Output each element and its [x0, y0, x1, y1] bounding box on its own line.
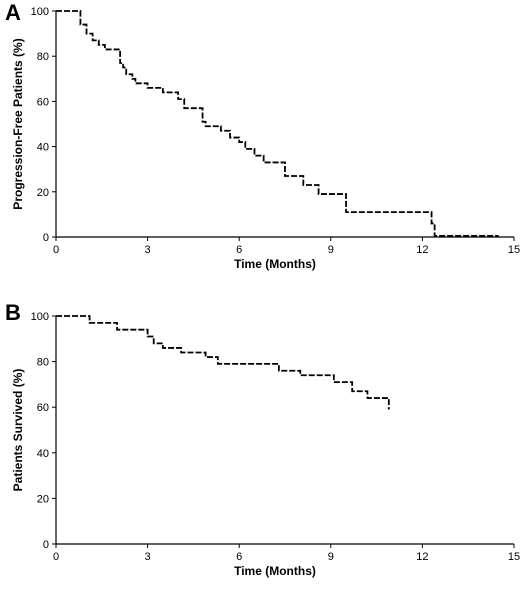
panel-b-y-ticks: 0 20 40 60 80 100: [31, 311, 56, 551]
panel-a-letter: A: [5, 0, 21, 25]
panel-b-series: [56, 315, 390, 410]
panel-b-x-tick-label: 6: [236, 551, 242, 563]
panel-a-y-axis-label: Progression-Free Patients (%): [11, 38, 25, 209]
panel-a-x-tick-label: 9: [328, 244, 334, 256]
panel-a-x-axis-label: Time (Months): [234, 257, 316, 271]
panel-b-x-tick-label: 3: [145, 551, 151, 563]
panel-a-x-tick-label: 6: [236, 244, 242, 256]
panel-b-x-tick-label: 12: [416, 551, 428, 563]
panel-a-x-tick-label: 12: [416, 244, 428, 256]
panel-a-x-tick-label: 3: [145, 244, 151, 256]
panel-b-y-tick-label: 20: [37, 493, 49, 505]
panel-a-x-tick-label: 15: [508, 244, 520, 256]
panel-b-x-tick-label: 15: [508, 551, 520, 563]
panel-b-chart: B 0 3 6 9 12 15 0 20 40 60 80 100 Time (Months) Pa…: [5, 300, 520, 578]
panel-b-x-tick-label: 0: [53, 551, 59, 563]
panel-a-x-ticks: 0 3 6 9 12 15: [53, 237, 520, 256]
panel-a-y-ticks: 0 20 40 60 80 100: [31, 6, 56, 244]
panel-b-y-tick-label: 80: [37, 357, 49, 369]
panel-b-y-tick-label: 100: [31, 311, 49, 323]
panel-b-x-ticks: 0 3 6 9 12 15: [53, 544, 520, 563]
panel-a-x-tick-label: 0: [53, 244, 59, 256]
panel-a-y-tick-label: 100: [31, 6, 49, 18]
panel-b-x-axis-label: Time (Months): [234, 564, 316, 578]
panel-b-y-tick-label: 0: [43, 539, 49, 551]
panel-a-y-tick-label: 60: [37, 96, 49, 108]
panel-a-series: [56, 10, 499, 237]
panel-a-survival-curve: [56, 10, 499, 237]
panel-a-y-tick-label: 20: [37, 187, 49, 199]
panel-b-x-tick-label: 9: [328, 551, 334, 563]
panel-b-y-axis-label: Patients Survived (%): [11, 369, 25, 492]
panel-b-y-tick-label: 60: [37, 402, 49, 414]
panel-a-y-tick-label: 40: [37, 142, 49, 154]
panel-a-y-tick-label: 0: [43, 232, 49, 244]
panel-a-y-tick-label: 80: [37, 51, 49, 63]
panel-b-y-tick-label: 40: [37, 448, 49, 460]
panel-a-chart: A 0 3 6 9 12 15 0 20 40 60 80 100 Time (Months) Pr…: [5, 0, 520, 271]
panel-b-letter: B: [5, 300, 21, 325]
panel-b-survival-curve: [56, 315, 390, 410]
